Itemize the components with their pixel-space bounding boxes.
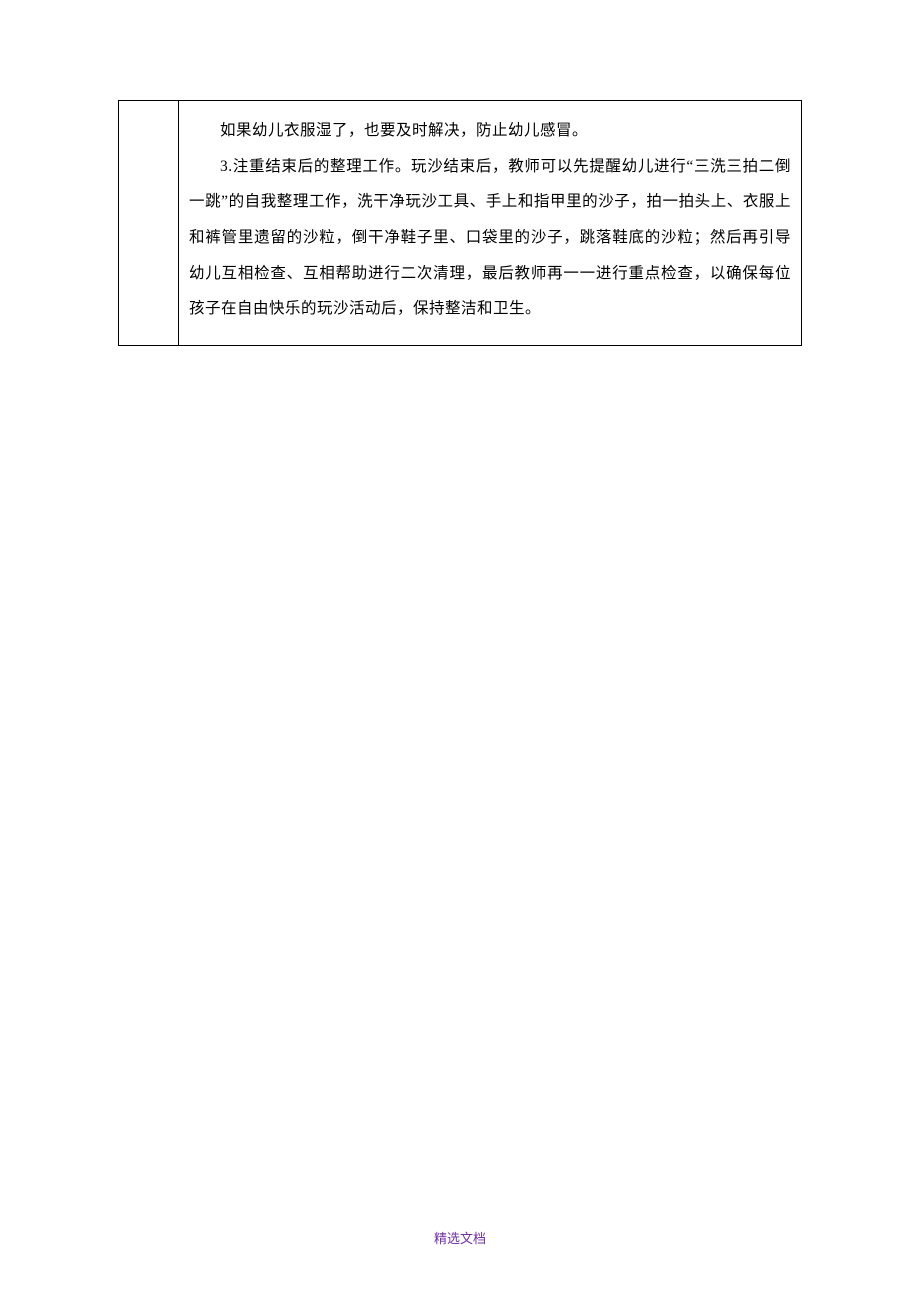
page-container: 如果幼儿衣服湿了，也要及时解决，防止幼儿感冒。 3.注重结束后的整理工作。玩沙结…: [0, 0, 920, 1302]
table-right-cell: 如果幼儿衣服湿了，也要及时解决，防止幼儿感冒。 3.注重结束后的整理工作。玩沙结…: [179, 101, 802, 346]
content-table: 如果幼儿衣服湿了，也要及时解决，防止幼儿感冒。 3.注重结束后的整理工作。玩沙结…: [118, 100, 802, 346]
paragraph-1: 如果幼儿衣服湿了，也要及时解决，防止幼儿感冒。: [189, 113, 791, 149]
table-row: 如果幼儿衣服湿了，也要及时解决，防止幼儿感冒。 3.注重结束后的整理工作。玩沙结…: [119, 101, 802, 346]
page-footer: 精选文档: [0, 1228, 920, 1247]
table-left-cell: [119, 101, 179, 346]
paragraph-2: 3.注重结束后的整理工作。玩沙结束后，教师可以先提醒幼儿进行“三洗三拍二倒一跳”…: [189, 149, 791, 327]
footer-text: 精选文档: [434, 1231, 486, 1246]
